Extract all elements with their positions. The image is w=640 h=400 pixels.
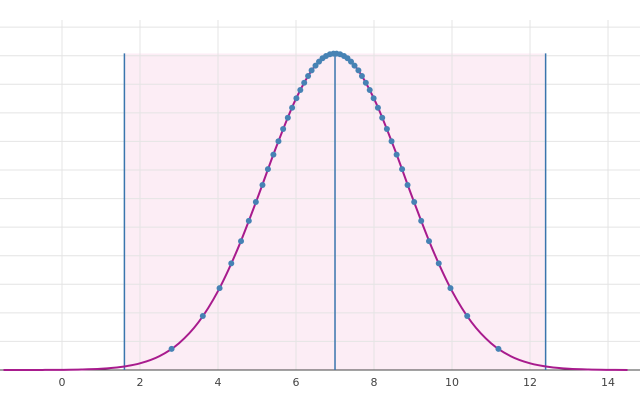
x-tick-label: 0 [59,376,66,389]
sample-point [404,182,411,188]
x-tick-label: 8 [371,376,378,389]
sample-point [264,166,271,173]
x-tick-label: 6 [293,376,300,389]
sample-point [289,104,296,111]
sample-point [348,58,355,65]
sample-point [393,151,400,158]
sample-point [464,313,471,319]
sample-point [228,260,235,267]
sample-point [259,182,266,188]
sample-point [383,126,390,132]
sample-point [275,138,282,145]
sample-point [358,73,365,79]
sample-point [297,87,304,93]
sample-point [216,285,223,292]
sample-point [301,79,308,86]
sample-point [374,104,381,111]
sample-point [293,95,300,102]
sample-point [370,95,377,102]
sample-point [388,138,395,145]
sample-point [379,114,386,121]
sample-point [355,67,362,74]
sample-point [199,313,206,319]
sample-point [435,260,442,267]
sample-point [366,87,373,93]
sample-point [270,151,277,158]
sample-point [238,238,245,245]
sample-point [411,199,418,205]
sample-point [280,126,287,132]
x-tick-label: 4 [215,376,222,389]
x-tick-label: 10 [445,376,459,389]
x-tick-label: 2 [137,376,144,389]
x-tick-label: 14 [601,376,615,389]
sample-point [312,62,319,69]
sample-point [447,285,454,292]
sample-point [168,345,175,352]
sample-point [495,345,502,352]
sample-point [308,67,315,74]
sample-point [305,73,312,79]
sample-point [252,199,259,205]
x-tick-label: 12 [523,376,537,389]
sample-point [284,114,291,121]
sample-point [418,217,425,224]
sample-point [351,62,358,69]
sample-point [362,79,369,86]
sample-point [426,238,433,245]
sample-point [399,166,406,173]
sample-point [245,217,252,224]
